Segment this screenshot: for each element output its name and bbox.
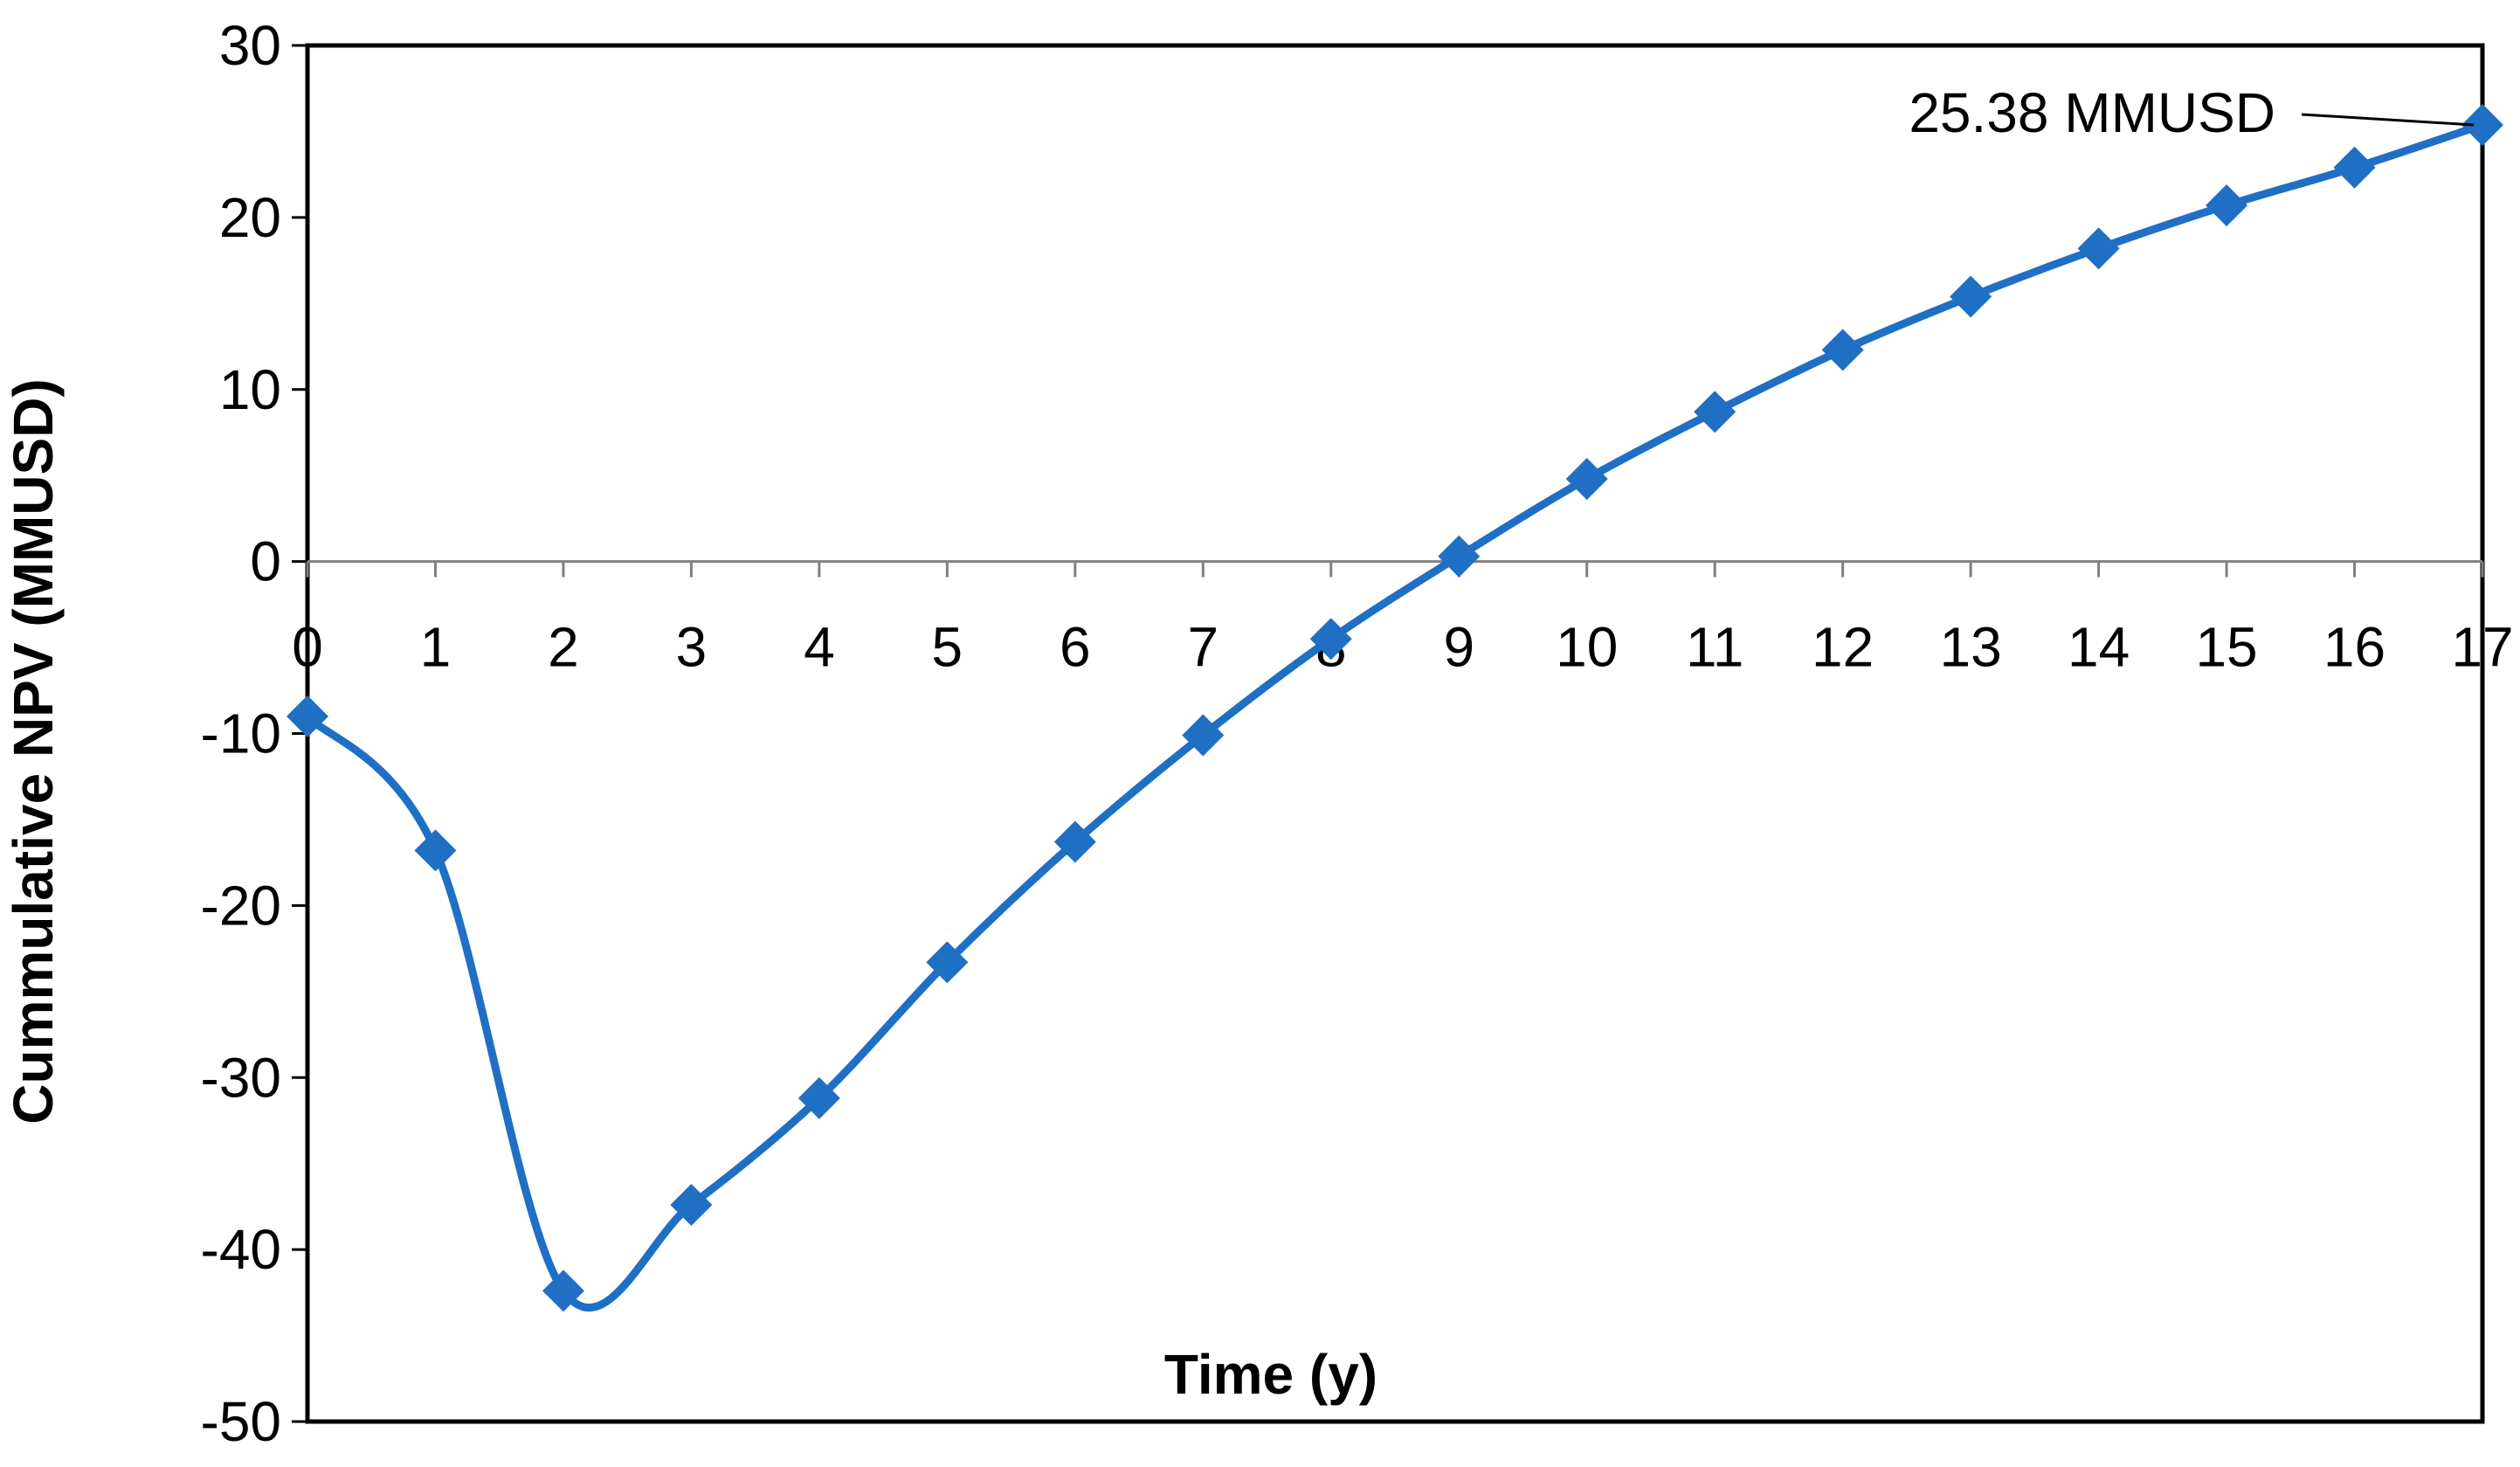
x-tick-label: 15 [2195,616,2257,679]
y-tick-label: -20 [201,874,282,937]
annotation-label: 25.38 MMUSD [1909,81,2275,144]
data-point-marker [414,829,457,872]
data-point-marker [670,1183,713,1226]
data-point-marker [2077,227,2120,270]
x-tick-label: 10 [1556,616,1618,679]
x-axis: 01234567891011121314151617 [292,560,2514,679]
data-point-marker [542,1270,584,1312]
y-tick-label: -50 [201,1390,282,1453]
x-tick-label: 3 [676,616,708,679]
data-point-marker [2461,103,2503,146]
annotation-leader-line [2301,113,2475,127]
y-tick-label: 30 [219,14,281,77]
data-point-marker [1309,618,1352,661]
series-line [304,121,2484,1311]
x-tick-label: 7 [1187,616,1219,679]
series-layer [287,103,2503,1312]
y-tick-label: 20 [219,186,281,249]
data-point-marker [1565,458,1608,501]
data-point-marker [797,1076,840,1119]
y-tick-label: 10 [219,358,281,421]
y-tick-label: -10 [201,702,282,765]
data-point-marker [1694,391,1736,433]
y-tick-label: -30 [201,1046,282,1109]
plot-area-frame [305,43,2485,1424]
x-axis-title: Time (y) [1164,1343,1377,1406]
x-tick-label: 4 [804,616,835,679]
x-tick-label: 17 [2451,616,2513,679]
x-tick-label: 0 [292,616,323,679]
x-tick-label: 11 [1686,616,1743,679]
data-point-marker [1053,820,1096,863]
x-tick-label: 6 [1060,616,1091,679]
x-tick-label: 9 [1443,616,1474,679]
x-tick-label: 2 [548,616,579,679]
data-point-marker [1438,535,1481,578]
y-axis-title: Cummulative NPV (MMUSD) [2,378,65,1124]
annotation-layer: 25.38 MMUSD [1909,81,2475,144]
data-point-marker [2206,184,2248,227]
data-point-marker [2333,146,2376,189]
y-tick-label: 0 [250,530,281,593]
x-tick-label: 13 [1940,616,2002,679]
x-tick-label: 16 [2323,616,2385,679]
data-point-marker [1950,275,1992,318]
data-point-marker [1182,714,1225,757]
data-point-marker [287,695,328,737]
x-tick-label: 14 [2068,616,2130,679]
data-point-marker [926,941,969,984]
data-point-marker [1821,329,1864,371]
y-tick-label: -40 [201,1218,282,1281]
x-tick-label: 5 [932,616,963,679]
x-tick-label: 12 [1812,616,1874,679]
y-axis: 30 20 10 0 -10 -20 -30 -40 -50 [201,14,307,1453]
x-tick-label: 1 [420,616,452,679]
